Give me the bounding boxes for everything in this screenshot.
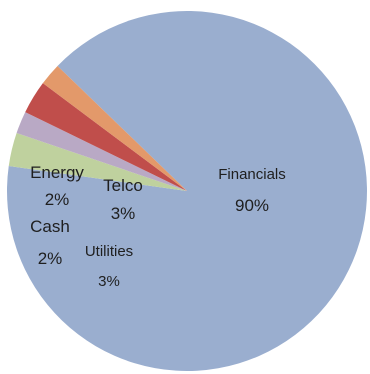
pie-slice-financials [6,11,367,372]
energy-value: 2% [45,190,70,209]
utilities-value: 3% [98,273,120,290]
pie-slice-telco [25,83,187,191]
pie-slice-utilities [8,132,187,191]
financials-value: 90% [235,196,269,215]
utilities-label: Utilities [85,243,133,260]
telco-value: 3% [111,204,136,223]
telco-label: Telco [103,176,143,195]
pie-slice-energy [42,65,188,191]
pie-slices [6,11,367,372]
energy-label: Energy [30,163,84,182]
cash-value: 2% [38,249,63,268]
financials-label: Financials [218,166,286,183]
cash-label: Cash [30,217,70,236]
pie-slice-cash [16,112,187,191]
